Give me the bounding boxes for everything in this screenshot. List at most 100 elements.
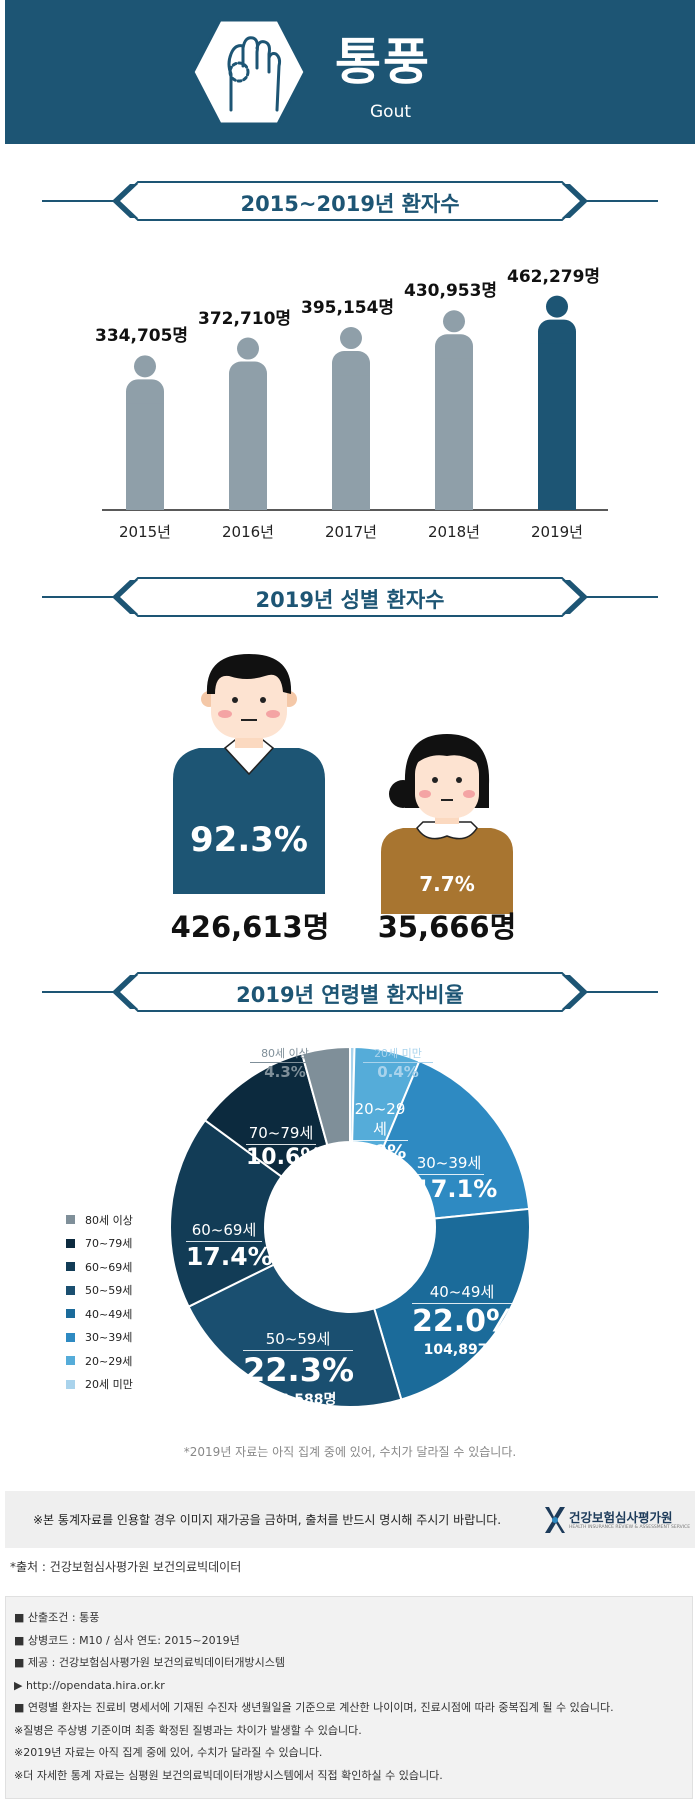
age-donut-chart <box>169 1045 531 1408</box>
age-label: 60~69세 <box>186 1219 262 1242</box>
donut-label-20s: 20~29세 5.9% <box>352 1100 408 1163</box>
legend-swatch <box>66 1332 75 1342</box>
male-figure <box>173 654 325 894</box>
info-line: ■ 제공 : 건강보험심사평가원 보건의료빅데이터개방시스템 <box>14 1656 285 1669</box>
logo-subtitle: HEALTH INSURANCE REVIEW & ASSESSMENT SER… <box>569 1525 691 1530</box>
male-count: 426,613명 <box>170 910 330 944</box>
percent-label: 0.4% <box>377 1063 419 1081</box>
info-box: ■ 산출조건 : 통풍 ■ 상병코드 : M10 / 심사 연도: 2015~2… <box>5 1596 693 1799</box>
legend-swatch <box>66 1356 75 1366</box>
bar-value-label: 372,710명 <box>198 308 292 329</box>
hira-logo-icon <box>545 1507 565 1533</box>
year-axis-label: 2017년 <box>325 523 377 541</box>
info-line: ■ 산출조건 : 통풍 <box>14 1611 100 1624</box>
section-title-gender: 2019년 성별 환자수 <box>255 588 445 612</box>
count-label: 106,588명 <box>259 1392 337 1408</box>
year-bar <box>229 337 267 510</box>
legend-label: 50~59세 <box>85 1284 133 1298</box>
legend-label: 70~79세 <box>85 1237 133 1251</box>
donut-slice <box>169 1118 283 1309</box>
legend-label: 20~29세 <box>85 1354 133 1368</box>
donut-label-under20: 20세 미만 0.4% <box>363 1045 433 1081</box>
section-header-frame <box>42 577 658 617</box>
percent-label: 10.6% <box>246 1145 323 1170</box>
legend-label: 80세 이상 <box>85 1213 133 1227</box>
section-header-frame <box>42 972 658 1012</box>
section-header-gender: 2019년 성별 환자수 <box>42 576 658 618</box>
page-title: 통풍 <box>335 33 431 91</box>
legend-item: 60~69세 <box>66 1255 133 1279</box>
info-line: ■ 연령별 환자는 진료비 명세서에 기재된 수진자 생년월일을 기준으로 계산… <box>14 1701 614 1714</box>
legend-item: 40~49세 <box>66 1302 133 1326</box>
donut-slice <box>187 1263 403 1408</box>
bar-value-label: 430,953명 <box>404 281 498 302</box>
page-subtitle: Gout <box>370 102 412 122</box>
percent-label: 22.3% <box>243 1351 355 1389</box>
year-axis-label: 2019년 <box>531 523 583 541</box>
info-line: ※더 자세한 통계 자료는 심평원 보건의료빅데이터개방시스템에서 직접 확인하… <box>14 1768 443 1782</box>
donut-label-60s: 60~69세 17.4% <box>186 1219 273 1271</box>
donut-label-40s: 40~49세 22.0% 104,897명 <box>412 1281 517 1359</box>
age-label: 80세 이상 <box>250 1045 320 1063</box>
female-figure <box>381 734 513 914</box>
donut-label-30s: 30~39세 17.1% <box>414 1152 498 1203</box>
year-axis-label: 2016년 <box>222 523 274 541</box>
section-header-frame <box>42 181 658 221</box>
male-percent: 92.3% <box>190 820 308 860</box>
year-bar <box>126 355 164 510</box>
legend-label: 60~69세 <box>85 1260 133 1274</box>
bar-value-label: 334,705명 <box>95 326 189 347</box>
donut-slice <box>300 1045 351 1147</box>
source-text: *출처 : 건강보험심사평가원 보건의료빅데이터 <box>10 1560 242 1574</box>
info-line: ※2019년 자료는 아직 집계 중에 있어, 수치가 달라질 수 있습니다. <box>14 1746 323 1759</box>
donut-label-70s: 70~79세 10.6% <box>246 1122 323 1170</box>
percent-label: 17.1% <box>414 1175 498 1203</box>
chart-footnote: *2019년 자료는 아직 집계 중에 있어, 수치가 달라질 수 있습니다. <box>183 1445 517 1459</box>
section-title-age: 2019년 연령별 환자비율 <box>236 983 464 1007</box>
legend-item: 50~59세 <box>66 1279 133 1303</box>
percent-label: 17.4% <box>186 1242 273 1271</box>
donut-slice <box>372 1207 531 1401</box>
year-axis-label: 2018년 <box>428 523 480 541</box>
notice-bar: ※본 통계자료를 인용할 경우 이미지 재가공을 금하며, 출처를 반드시 명시… <box>5 1491 695 1548</box>
donut-slice <box>381 1059 531 1220</box>
female-percent: 7.7% <box>419 872 475 896</box>
percent-label: 22.0% <box>412 1304 517 1339</box>
info-line: ※질병은 주상병 기준이며 최종 확정된 질병과는 차이가 발생할 수 있습니다… <box>14 1723 362 1737</box>
section-title-yearly: 2015~2019년 환자수 <box>240 192 460 216</box>
donut-label-80plus: 80세 이상 4.3% <box>250 1045 320 1081</box>
foot-gout-icon <box>191 18 307 126</box>
percent-label: 5.9% <box>353 1141 407 1163</box>
legend-label: 30~39세 <box>85 1331 133 1345</box>
header-banner: 통풍 Gout <box>5 0 695 144</box>
info-line[interactable]: ▶ http://opendata.hira.or.kr <box>14 1678 165 1692</box>
legend-swatch <box>66 1262 75 1272</box>
year-bar <box>435 310 473 510</box>
legend-swatch <box>66 1379 75 1389</box>
legend-item: 80세 이상 <box>66 1208 133 1232</box>
legend-swatch <box>66 1285 75 1295</box>
hira-logo: 건강보험심사평가원 HEALTH INSURANCE REVIEW & ASSE… <box>543 1505 690 1537</box>
legend-swatch <box>66 1215 75 1225</box>
age-label: 20~29세 <box>352 1100 408 1141</box>
female-count: 35,666명 <box>377 910 517 944</box>
year-axis-label: 2015년 <box>119 523 171 541</box>
count-label: 104,897명 <box>423 1342 501 1358</box>
logo-name: 건강보험심사평가원 <box>569 1510 673 1525</box>
age-label: 40~49세 <box>412 1281 512 1304</box>
legend-label: 20세 미만 <box>85 1378 133 1392</box>
age-label: 50~59세 <box>243 1328 353 1351</box>
percent-label: 4.3% <box>264 1063 306 1081</box>
age-legend: 80세 이상 70~79세 60~69세 50~59세 40~49세 30~39세 20~2… <box>66 1208 133 1396</box>
age-label: 70~79세 <box>246 1122 316 1145</box>
legend-swatch <box>66 1238 75 1248</box>
legend-item: 30~39세 <box>66 1326 133 1350</box>
yearly-chart <box>102 295 608 511</box>
info-line: ■ 상병코드 : M10 / 심사 연도: 2015~2019년 <box>14 1633 240 1647</box>
age-label: 30~39세 <box>414 1152 484 1175</box>
year-bar <box>332 327 370 510</box>
notice-text: ※본 통계자료를 인용할 경우 이미지 재가공을 금하며, 출처를 반드시 명시… <box>33 1513 502 1527</box>
legend-item: 20~29세 <box>66 1349 133 1373</box>
bar-value-label: 395,154명 <box>301 298 395 319</box>
year-bar <box>538 295 576 510</box>
